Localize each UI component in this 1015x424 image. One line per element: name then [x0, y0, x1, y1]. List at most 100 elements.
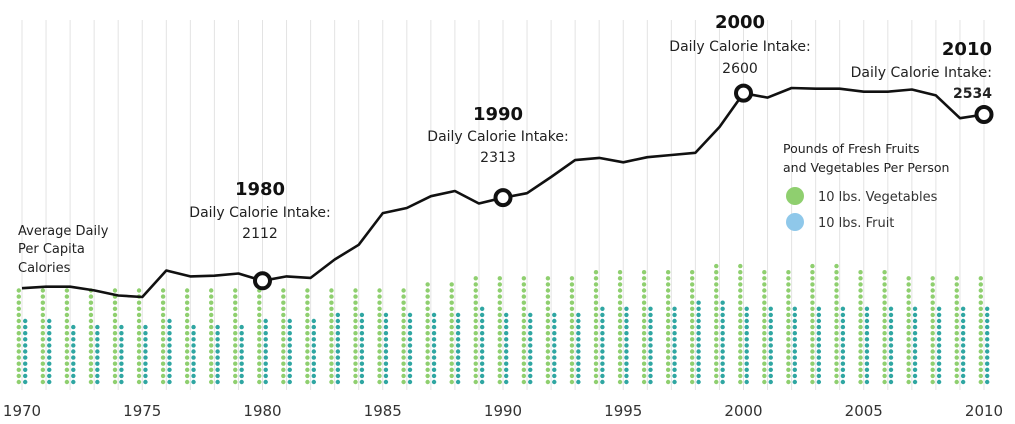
annotation-text: Daily Calorie Intake: [189, 205, 330, 221]
vegetable-dot [305, 288, 310, 293]
fruit-dot [71, 331, 76, 336]
fruit-dot [816, 373, 822, 379]
vegetable-dot [64, 318, 70, 324]
fruit-dot [816, 361, 822, 366]
fruit-dot [600, 361, 605, 366]
fruit-dot [191, 337, 196, 342]
fruit-dot [71, 337, 76, 342]
fruit-dot [287, 337, 292, 342]
fruit-dot [768, 343, 773, 348]
vegetable-dot [281, 294, 286, 299]
fruit-dot [47, 349, 52, 354]
fruit-dot [888, 337, 894, 342]
vegetable-dot [521, 300, 527, 305]
vegetable-dot [930, 355, 935, 360]
fruit-dot [239, 367, 244, 372]
vegetable-dot [209, 318, 214, 324]
vegetable-dot [834, 294, 839, 299]
vegetable-dot [497, 276, 502, 281]
fruit-dot [431, 361, 437, 366]
vegetable-dot [593, 355, 599, 360]
fruit-dot [768, 367, 773, 372]
fruit-dot [648, 306, 653, 311]
vegetable-dot [786, 324, 791, 330]
vegetable-dot [353, 337, 358, 342]
vegetable-dot [16, 373, 21, 379]
vegetable-dot [377, 331, 382, 336]
annotation-value: 2534 [953, 86, 992, 102]
vegetable-dot [112, 337, 118, 342]
vegetable-dot [665, 331, 671, 336]
fruit-dot [47, 379, 52, 385]
fruit-dot [335, 367, 341, 372]
fruit-dot [191, 355, 196, 360]
vegetable-dot [786, 379, 791, 385]
vegetable-dot [88, 318, 94, 324]
vegetable-dot [834, 306, 839, 311]
fruit-dot [576, 318, 581, 324]
vegetable-dot [425, 312, 430, 318]
vegetable-dot [954, 379, 959, 385]
vegetable-dot [545, 300, 551, 305]
vegetable-dot [353, 373, 358, 379]
vegetable-dot [834, 373, 839, 379]
fruit-dot [239, 361, 244, 366]
fruit-dot [383, 312, 389, 318]
fruit-dot [455, 337, 461, 342]
vegetable-dot [617, 300, 623, 305]
vegetable-dot [593, 288, 599, 293]
vegetable-dot [641, 379, 647, 385]
vegetable-dot [617, 367, 623, 372]
vegetable-dot [641, 306, 647, 311]
annotation-2000: 2000 Daily Calorie Intake: 2600 [669, 12, 810, 77]
vegetable-dot [281, 349, 286, 354]
fruit-dot [119, 349, 124, 354]
vegetable-dot [882, 288, 887, 293]
vegetable-dot [882, 300, 887, 305]
vegetable-dot [545, 282, 551, 287]
vegetable-dot [810, 373, 815, 379]
fruit-dot [263, 367, 268, 372]
vegetable-dot [425, 282, 430, 287]
vegetable-dot [738, 373, 743, 379]
vegetable-dot [353, 294, 358, 299]
fruit-dot [167, 337, 172, 342]
vegetable-dot [473, 337, 478, 342]
fruit-dot [95, 331, 100, 336]
fruit-dot [864, 343, 870, 348]
fruit-dot [191, 373, 196, 379]
fruit-dot [888, 343, 894, 348]
vegetable-dot [16, 331, 21, 336]
vegetable-dot [738, 367, 743, 372]
fruit-dot [47, 318, 52, 324]
fruit-dot [576, 331, 581, 336]
vegetable-dot [16, 361, 21, 366]
fruit-dot [335, 343, 341, 348]
fruit-dot [936, 379, 942, 385]
fruit-dot [672, 343, 677, 348]
fruit-dot [71, 349, 76, 354]
fruit-dot [576, 349, 581, 354]
vegetable-dot [329, 294, 334, 299]
vegetable-dot [40, 367, 46, 372]
vegetable-dot [257, 312, 262, 318]
fruit-dot [359, 361, 365, 366]
vegetable-dot [882, 355, 887, 360]
vegetable-dot [136, 300, 142, 305]
vegetable-dot [954, 343, 959, 348]
vegetable-dot [521, 294, 527, 299]
vegetable-dot [281, 324, 286, 330]
vegetable-dot [40, 318, 46, 324]
vegetable-dot [425, 318, 430, 324]
fruit-dot [792, 324, 797, 330]
fruit-dot [600, 312, 605, 318]
vegetable-dot [882, 276, 887, 281]
fruit-dot [455, 331, 461, 336]
highlight-marker-1980 [253, 271, 272, 291]
vegetable-dot [281, 318, 286, 324]
fruit-dot [792, 343, 797, 348]
vegetable-dot [641, 349, 647, 354]
fruit-dot [167, 324, 172, 330]
vegetable-dot [40, 306, 46, 311]
fruit-dot [792, 331, 797, 336]
